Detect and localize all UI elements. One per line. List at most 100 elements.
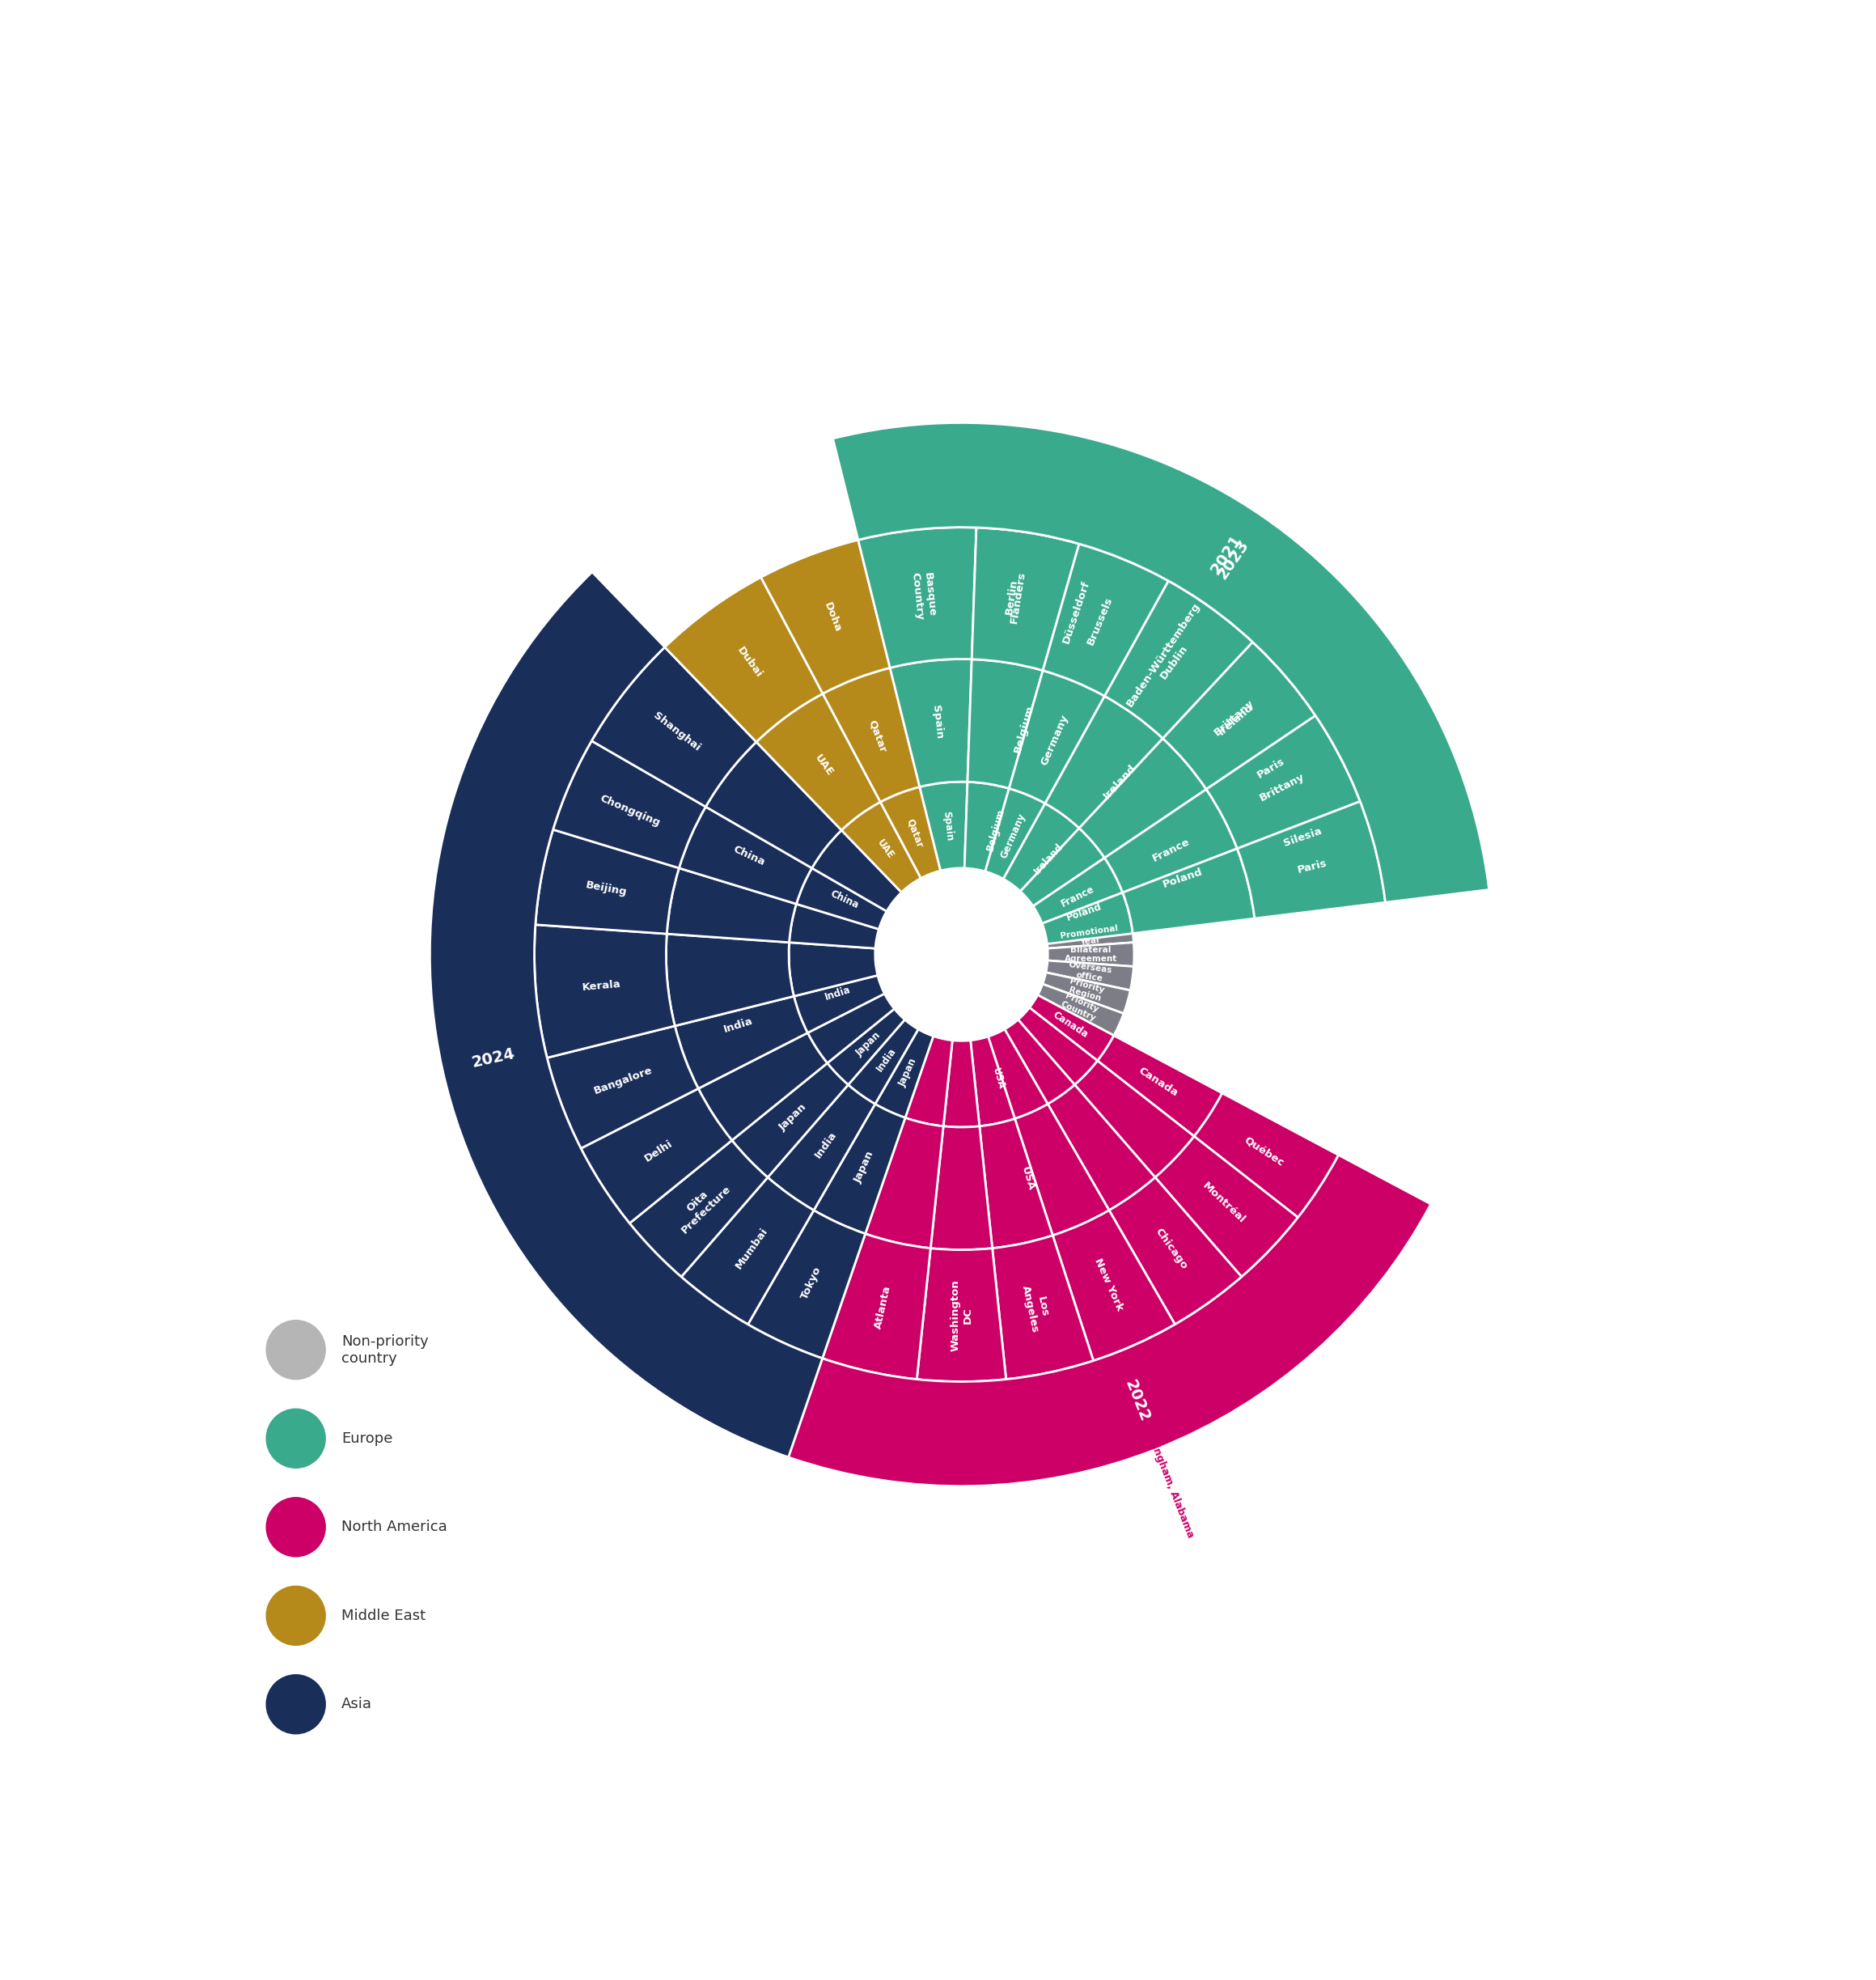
Text: Japan: Japan bbox=[897, 1057, 919, 1089]
Wedge shape bbox=[1201, 703, 1345, 826]
Wedge shape bbox=[1047, 919, 1133, 948]
Wedge shape bbox=[679, 806, 812, 905]
Text: 2023: 2023 bbox=[1214, 537, 1251, 582]
Wedge shape bbox=[1030, 996, 1114, 1061]
Wedge shape bbox=[1052, 1210, 1174, 1360]
Wedge shape bbox=[1021, 828, 1105, 907]
Wedge shape bbox=[795, 867, 887, 929]
Text: New York: New York bbox=[1092, 1257, 1126, 1313]
Wedge shape bbox=[992, 1236, 1094, 1380]
Wedge shape bbox=[756, 693, 880, 830]
Text: Bangalore: Bangalore bbox=[593, 1065, 655, 1097]
Text: Qatar: Qatar bbox=[904, 818, 925, 849]
Text: India: India bbox=[874, 1045, 899, 1073]
Wedge shape bbox=[1047, 960, 1133, 990]
Circle shape bbox=[266, 1675, 325, 1734]
Wedge shape bbox=[535, 925, 675, 1057]
Wedge shape bbox=[989, 1030, 1049, 1119]
Wedge shape bbox=[824, 667, 919, 802]
Text: Spain: Spain bbox=[930, 705, 944, 739]
Text: Japan: Japan bbox=[777, 1101, 809, 1133]
Text: Promotional
Year: Promotional Year bbox=[1060, 925, 1120, 948]
Wedge shape bbox=[919, 782, 968, 871]
Wedge shape bbox=[1028, 539, 1135, 685]
Wedge shape bbox=[749, 1210, 865, 1358]
Text: India: India bbox=[722, 1016, 754, 1034]
Text: Belgium: Belgium bbox=[985, 808, 1007, 851]
Text: Priority
Region: Priority Region bbox=[1066, 976, 1105, 1004]
Text: Brussels: Brussels bbox=[1084, 594, 1114, 645]
Wedge shape bbox=[794, 976, 884, 1034]
Wedge shape bbox=[880, 786, 940, 879]
Wedge shape bbox=[842, 802, 921, 893]
Wedge shape bbox=[970, 1038, 1015, 1127]
Text: Flanders: Flanders bbox=[1009, 570, 1028, 624]
Circle shape bbox=[266, 1321, 325, 1380]
Wedge shape bbox=[788, 1154, 1431, 1487]
Text: 2021: 2021 bbox=[1208, 533, 1244, 578]
Text: Paris: Paris bbox=[1255, 756, 1287, 780]
Wedge shape bbox=[1043, 544, 1169, 697]
Wedge shape bbox=[1195, 1093, 1339, 1218]
Circle shape bbox=[266, 1410, 325, 1467]
Wedge shape bbox=[705, 742, 842, 867]
Text: Basque
Country: Basque Country bbox=[910, 570, 938, 620]
Wedge shape bbox=[1043, 972, 1131, 1014]
Text: Paris: Paris bbox=[1296, 857, 1328, 875]
Text: Chongqing: Chongqing bbox=[598, 792, 662, 828]
Text: Spain: Spain bbox=[942, 810, 955, 841]
Wedge shape bbox=[1206, 715, 1360, 849]
Text: China: China bbox=[732, 843, 767, 867]
Wedge shape bbox=[1041, 893, 1133, 944]
Wedge shape bbox=[1032, 685, 1167, 830]
Wedge shape bbox=[1047, 942, 1135, 966]
Text: Kerala: Kerala bbox=[582, 978, 621, 992]
Circle shape bbox=[266, 1497, 325, 1556]
Wedge shape bbox=[1000, 667, 1082, 796]
Wedge shape bbox=[1045, 697, 1163, 828]
Wedge shape bbox=[977, 529, 1058, 667]
Wedge shape bbox=[664, 578, 824, 742]
Text: Montréal: Montréal bbox=[1201, 1180, 1248, 1226]
Wedge shape bbox=[1081, 742, 1201, 853]
Wedge shape bbox=[666, 935, 794, 1026]
Circle shape bbox=[266, 1586, 325, 1645]
Wedge shape bbox=[979, 1119, 1052, 1247]
Wedge shape bbox=[430, 572, 822, 1457]
Text: USA: USA bbox=[991, 1067, 1006, 1091]
Wedge shape bbox=[553, 741, 705, 867]
Text: Dubai: Dubai bbox=[735, 645, 764, 679]
Wedge shape bbox=[630, 1140, 767, 1277]
Wedge shape bbox=[1034, 857, 1122, 923]
Wedge shape bbox=[1039, 879, 1131, 937]
Text: Middle East: Middle East bbox=[341, 1608, 426, 1624]
Wedge shape bbox=[985, 788, 1045, 879]
Text: Delhi: Delhi bbox=[642, 1138, 675, 1164]
Text: Brittany: Brittany bbox=[1257, 772, 1306, 804]
Wedge shape bbox=[1079, 739, 1206, 857]
Wedge shape bbox=[1109, 1178, 1242, 1325]
Text: Belgium: Belgium bbox=[1013, 703, 1036, 754]
Text: North America: North America bbox=[341, 1521, 446, 1534]
Text: Doha: Doha bbox=[822, 600, 842, 634]
Text: Québec: Québec bbox=[1242, 1135, 1287, 1168]
Wedge shape bbox=[762, 541, 889, 693]
Wedge shape bbox=[681, 1178, 814, 1325]
Wedge shape bbox=[906, 1036, 953, 1127]
Text: Ireland: Ireland bbox=[1216, 701, 1255, 739]
Wedge shape bbox=[788, 942, 878, 996]
Wedge shape bbox=[874, 1030, 934, 1119]
Text: Oita
Prefecture: Oita Prefecture bbox=[670, 1174, 734, 1236]
Text: Non-priority
country: Non-priority country bbox=[341, 1335, 428, 1366]
Text: USA: USA bbox=[1019, 1166, 1036, 1192]
Text: Overseas
office: Overseas office bbox=[1067, 960, 1112, 984]
Text: Canada: Canada bbox=[1137, 1065, 1180, 1099]
Wedge shape bbox=[1116, 826, 1249, 919]
Text: UAE: UAE bbox=[874, 838, 897, 861]
Text: Brittany: Brittany bbox=[1212, 697, 1257, 739]
Text: Washington
DC: Washington DC bbox=[949, 1279, 974, 1352]
Wedge shape bbox=[767, 1085, 874, 1210]
Text: Bilateral
Agreement: Bilateral Agreement bbox=[1064, 946, 1118, 962]
Text: Berlin: Berlin bbox=[1004, 578, 1019, 616]
Wedge shape bbox=[790, 905, 878, 948]
